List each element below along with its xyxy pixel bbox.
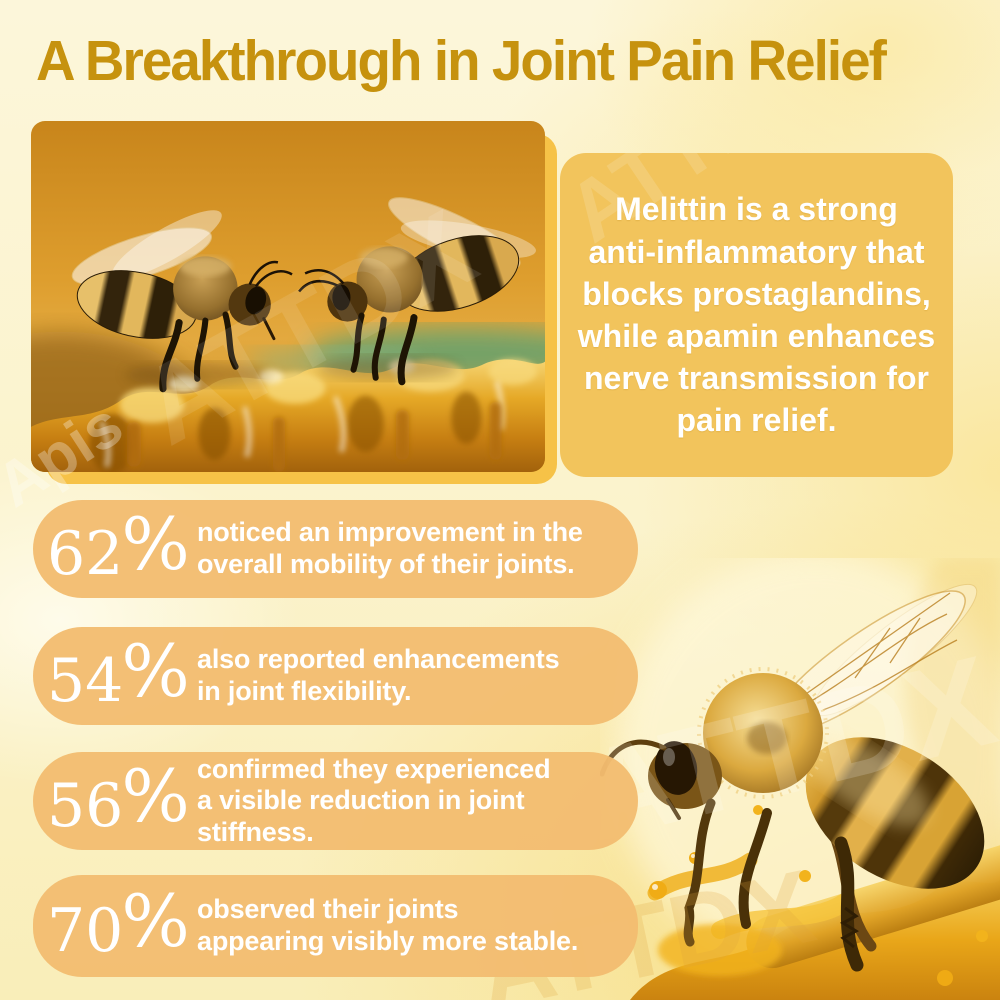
left-bee [71,210,293,393]
bee-body [600,583,985,972]
page-title: A Breakthrough in Joint Pain Relief [36,29,887,93]
percent-sign: % [121,502,190,586]
bee-illustration-svg [600,558,1000,1000]
info-text: Melittin is a strong anti-inflammatory t… [577,191,936,439]
right-bee [298,197,536,386]
stat-value: 54% [47,635,190,712]
percent-sign: % [121,879,190,963]
stat-number: 54 [47,646,124,716]
stat-pill-flexibility: 54% also reported enhancements in joint … [33,627,638,725]
percent-sign: % [121,629,190,713]
stat-pill-stability: 70% observed their joints appearing visi… [33,875,638,977]
bee-honey-illustration [600,558,1000,1000]
stat-description: noticed an improvement in the overall mo… [197,517,583,579]
stat-pill-stiffness: 56% confirmed they experienced a visible… [33,752,638,850]
stat-number: 70 [47,896,124,966]
stat-value: 62% [47,508,190,585]
hero-photo: ATTDX [31,121,545,472]
percent-sign: % [121,754,190,838]
stat-description: observed their joints appearing visibly … [197,894,579,956]
stat-number: 62 [47,519,124,589]
info-box: ATTDX Melittin is a strong anti-inflamma… [560,153,953,477]
hero-photo-illustration [31,121,545,472]
stat-description: also reported enhancements in joint flex… [197,644,560,706]
stat-value: 56% [47,760,190,837]
stat-value: 70% [47,885,190,962]
stat-description: confirmed they experienced a visible red… [197,753,551,847]
stat-number: 56 [47,771,124,841]
stat-pill-mobility: 62% noticed an improvement in the overal… [33,500,638,598]
